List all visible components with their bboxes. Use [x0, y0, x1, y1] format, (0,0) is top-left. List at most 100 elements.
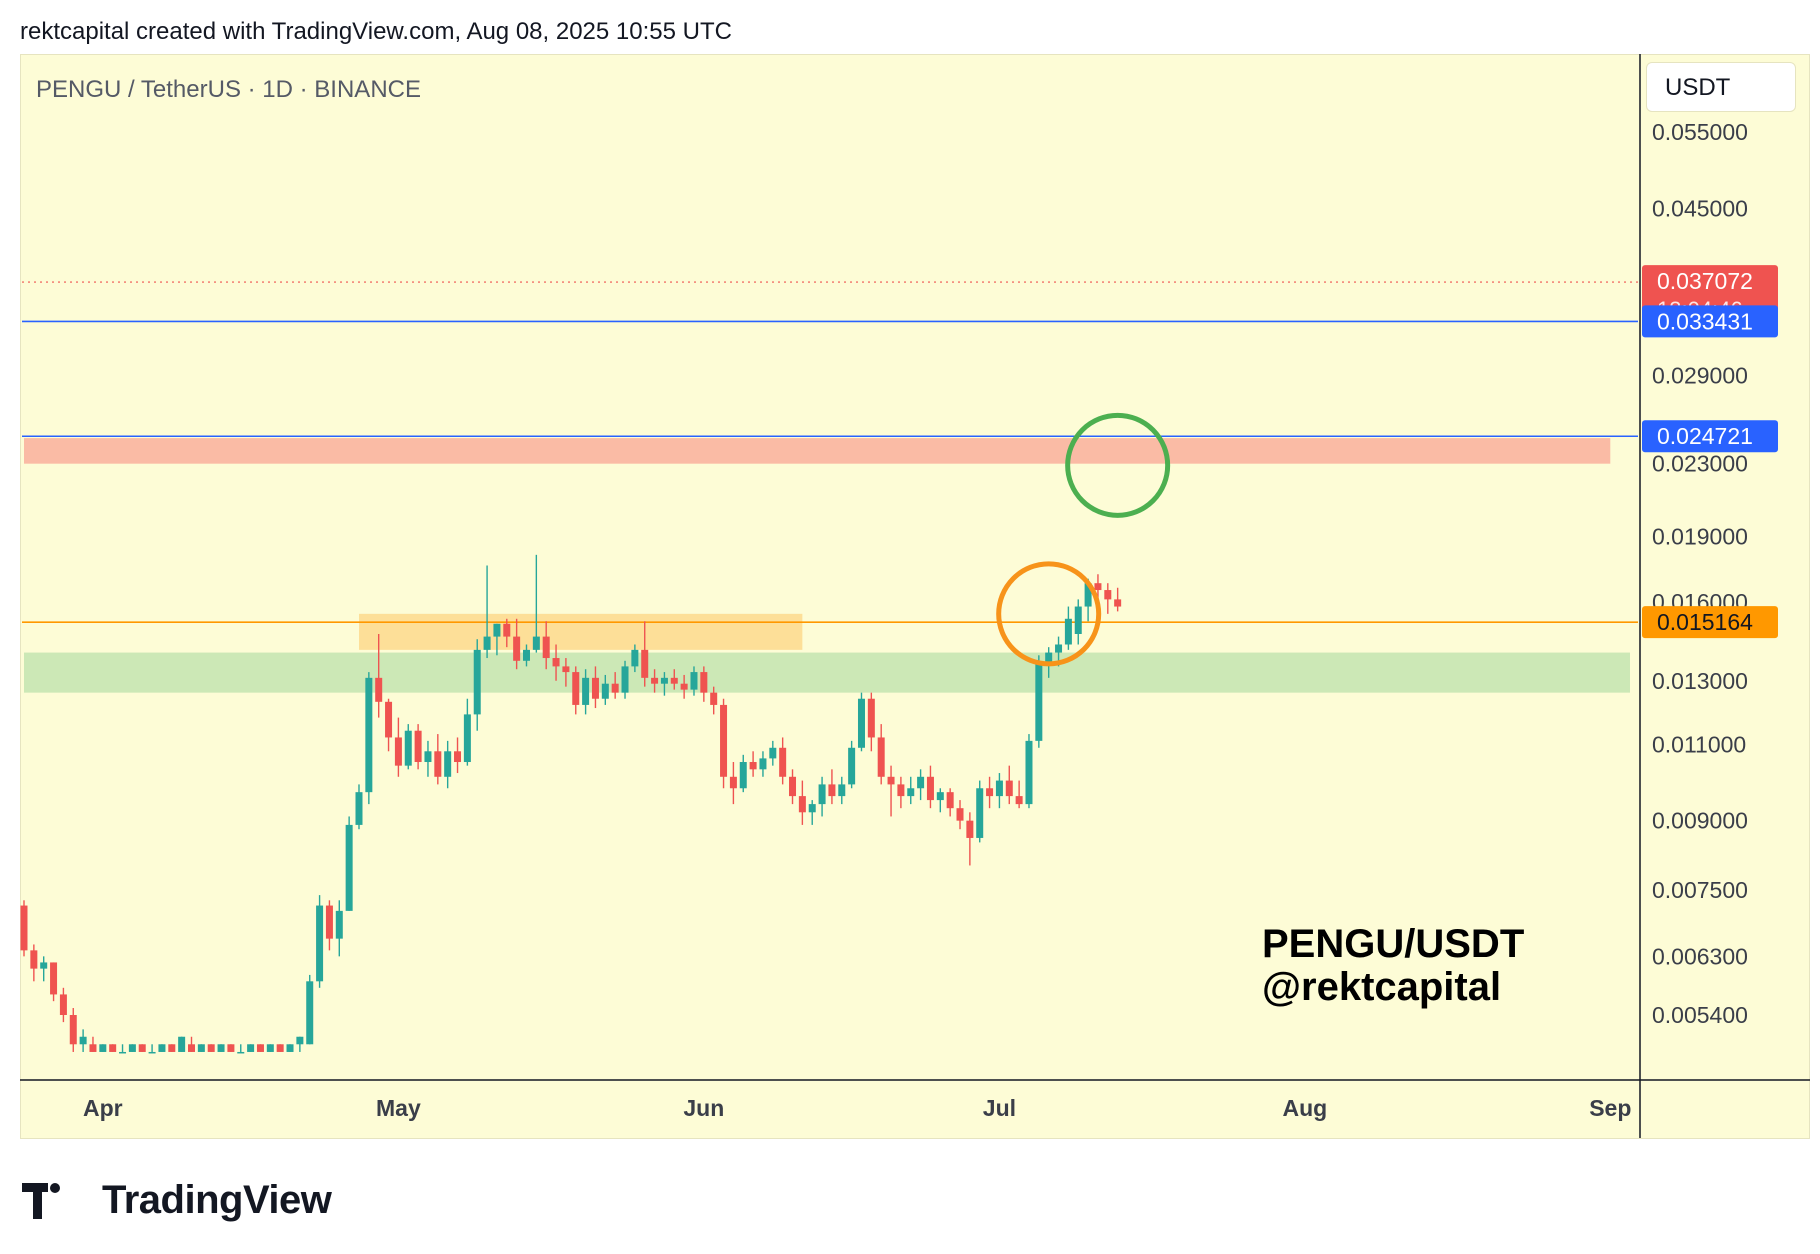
candle: [187, 1036, 195, 1052]
price-tick-label: 0.013000: [1652, 668, 1748, 694]
price-tick-label: 0.045000: [1652, 195, 1748, 221]
orange-circle: [996, 561, 1102, 667]
candle: [907, 776, 915, 805]
candle-body: [40, 962, 48, 969]
candle-body: [552, 658, 560, 667]
time-tick-label: Aug: [1282, 1095, 1327, 1121]
candle: [266, 1044, 274, 1052]
candle: [316, 895, 324, 988]
price-tick-label: 0.055000: [1652, 119, 1748, 145]
candle: [631, 644, 639, 673]
candle-body: [877, 737, 885, 777]
candle-body: [670, 677, 678, 684]
candle-body: [739, 762, 747, 789]
candle-body: [729, 776, 737, 789]
candle: [749, 751, 757, 777]
candle-body: [907, 788, 915, 797]
candle-body: [335, 910, 343, 939]
price-badge-label: 0.024721: [1657, 423, 1753, 449]
candle: [325, 900, 333, 951]
tradingview-logo-icon: [22, 1182, 86, 1219]
candle: [591, 666, 599, 709]
candle: [444, 740, 452, 789]
candle-body: [1015, 796, 1023, 805]
candle-body: [936, 792, 944, 801]
candle-body: [148, 1051, 156, 1054]
candle: [848, 740, 856, 789]
price-tick-label: 0.029000: [1652, 363, 1748, 389]
candle-body: [690, 672, 698, 690]
candle-body: [1084, 583, 1092, 607]
candle-body: [1074, 606, 1082, 634]
candle-body: [59, 994, 67, 1015]
currency-selector[interactable]: USDT: [1646, 62, 1796, 112]
candle: [404, 724, 412, 770]
candle-body: [818, 784, 826, 805]
price-badge-label: 0.015164: [1657, 609, 1753, 635]
candle-body: [848, 747, 856, 785]
candle-body: [532, 636, 540, 650]
candle-body: [345, 824, 353, 911]
price-tick-label: 0.006300: [1652, 943, 1748, 969]
time-tick-label: Sep: [1589, 1095, 1631, 1121]
candle-body: [897, 784, 905, 797]
candle-body: [798, 796, 806, 813]
price-tick-label: 0.005400: [1652, 1002, 1748, 1028]
candle: [89, 1036, 97, 1052]
candles-layer: [20, 554, 1122, 1054]
red-zone: [24, 438, 1611, 464]
candle-body: [69, 1015, 77, 1045]
candle-body: [621, 666, 629, 693]
candle-body: [542, 636, 550, 659]
candle: [513, 618, 521, 670]
tradingview-logo[interactable]: TradingView: [22, 1178, 332, 1223]
candle-body: [404, 730, 412, 766]
candle: [335, 900, 343, 957]
candle: [385, 698, 393, 752]
candle-body: [394, 737, 402, 766]
tradingview-wordmark: TradingView: [102, 1178, 332, 1222]
candle-body: [946, 792, 954, 809]
candle-body: [217, 1044, 225, 1052]
candle-body: [1055, 644, 1063, 653]
candle: [1005, 765, 1013, 805]
candle-body: [926, 776, 934, 801]
candle-body: [79, 1036, 87, 1045]
candle-body: [385, 701, 393, 738]
candle-body: [109, 1044, 117, 1052]
candle: [926, 765, 934, 809]
candle: [463, 698, 471, 766]
candle-body: [227, 1044, 235, 1052]
candle: [956, 800, 964, 830]
candle: [148, 1044, 156, 1054]
candle-body: [769, 747, 777, 759]
candle: [769, 740, 777, 766]
candle-body: [187, 1044, 195, 1052]
candle: [1104, 583, 1112, 614]
candle: [375, 633, 383, 718]
candle: [1064, 606, 1072, 650]
candle: [69, 1008, 77, 1052]
candle: [838, 776, 846, 805]
candle: [345, 816, 353, 911]
candle-body: [168, 1044, 176, 1052]
candle-body: [749, 762, 757, 770]
candle: [197, 1044, 205, 1052]
candle: [296, 1036, 304, 1052]
candle: [532, 554, 540, 653]
candle: [256, 1044, 264, 1052]
candle: [178, 1036, 186, 1052]
candle-body: [276, 1044, 284, 1052]
symbol-label[interactable]: PENGU / TetherUS · 1D · BINANCE: [36, 76, 421, 103]
time-axis: Apr May Jun Jul Aug Sep: [83, 1095, 1631, 1121]
candle-body: [286, 1044, 294, 1052]
candle: [109, 1044, 117, 1052]
candle-body: [720, 704, 728, 777]
candle-body: [1035, 663, 1043, 741]
candle-body: [1045, 652, 1053, 664]
candle: [700, 666, 708, 702]
candle: [621, 660, 629, 699]
price-badge-purple-lower: [1642, 420, 1778, 453]
